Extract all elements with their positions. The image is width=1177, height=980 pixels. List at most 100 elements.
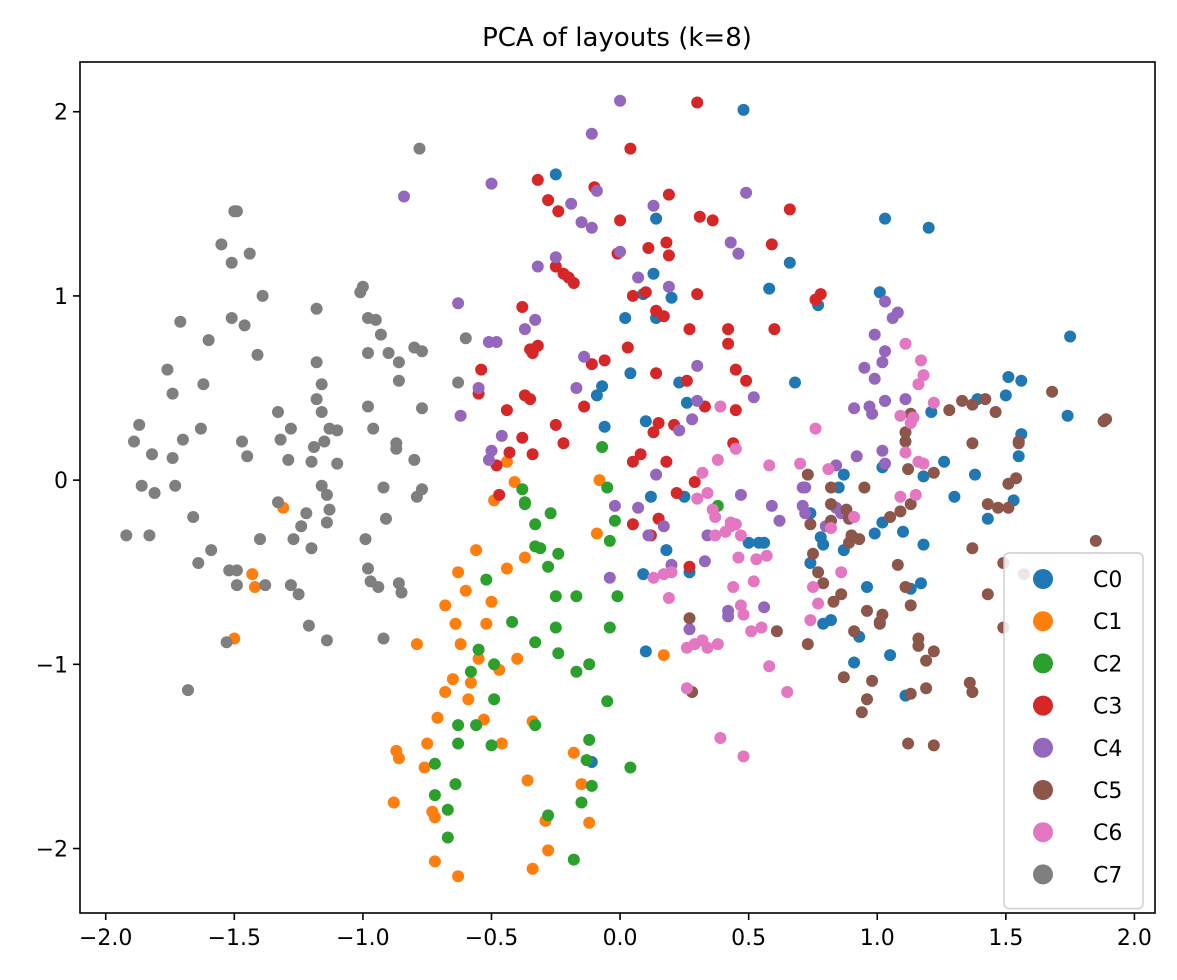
scatter-point-c6 [724,520,737,533]
scatter-point-c1 [459,584,472,597]
scatter-point-c3 [706,214,719,227]
legend-label-c7: C7 [1093,863,1122,888]
scatter-point-c7 [176,433,189,446]
scatter-point-c3 [765,238,778,251]
scatter-point-c3 [722,337,735,350]
scatter-point-c3 [626,455,639,468]
scatter-point-c1 [657,649,670,662]
scatter-point-c2 [570,590,583,603]
scatter-point-c6 [809,422,822,435]
scatter-point-c4 [765,499,778,512]
scatter-point-c0 [999,389,1012,402]
scatter-point-c7 [362,347,374,359]
scatter-point-c7 [284,422,297,435]
scatter-point-c7 [282,453,295,466]
scatter-point-c5 [927,645,940,658]
scatter-point-c1 [518,551,531,564]
scatter-point-c7 [416,483,428,496]
legend-label-c3: C3 [1093,695,1122,720]
scatter-point-c0 [817,617,830,630]
scatter-point-c3 [660,236,673,249]
legend-frame [1003,552,1144,910]
scatter-point-c0 [758,536,771,549]
scatter-point-c0 [598,420,611,433]
scatter-point-c1 [590,527,603,540]
scatter-point-c5 [804,518,817,531]
scatter-point-c5 [801,468,814,481]
scatter-point-c3 [657,310,670,323]
scatter-point-c5 [835,588,848,601]
scatter-point-c4 [773,514,786,527]
scatter-point-c2 [441,831,454,844]
scatter-point-c4 [698,555,711,568]
scatter-point-c4 [608,499,621,512]
legend-marker-c5 [1033,780,1053,800]
scatter-point-c0 [650,212,663,225]
scatter-point-c7 [287,533,300,546]
scatter-point-c7 [272,406,284,418]
scatter-point-c3 [683,323,696,336]
scatter-point-c6 [915,354,927,367]
scatter-point-c5 [966,398,979,411]
y-tick-label: 2 [54,101,68,126]
scatter-point-c5 [827,595,840,608]
scatter-point-c6 [737,608,750,621]
scatter-point-c3 [783,203,796,216]
scatter-point-c1 [542,844,555,857]
scatter-point-c7 [362,562,374,575]
x-tick-label: 0.0 [603,926,638,951]
scatter-point-c4 [485,177,498,190]
scatter-point-c0 [837,468,850,481]
scatter-point-c7 [197,378,210,391]
scatter-point-c5 [853,533,866,546]
x-tick-label: −1.0 [336,926,389,951]
scatter-point-c1 [248,581,261,593]
scatter-point-c7 [367,422,380,435]
scatter-point-c6 [714,400,727,413]
scatter-point-c5 [979,393,992,406]
scatter-point-c3 [729,404,742,417]
scatter-point-c6 [647,571,660,584]
scatter-point-c3 [552,205,565,218]
scatter-point-c0 [1061,409,1074,422]
scatter-point-c1 [526,862,539,875]
scatter-point-c4 [691,394,704,407]
scatter-point-c7 [323,503,336,516]
scatter-point-c3 [722,323,735,336]
scatter-point-c5 [981,588,994,601]
scatter-point-c3 [626,289,639,302]
scatter-point-c0 [596,380,609,393]
scatter-point-c4 [657,520,670,533]
scatter-point-c5 [920,654,933,667]
scatter-point-c2 [472,643,485,656]
scatter-point-c2 [485,739,498,752]
scatter-point-c7 [220,636,233,649]
scatter-point-c5 [904,687,917,700]
scatter-point-c7 [362,400,374,413]
scatter-point-c7 [320,488,333,501]
scatter-point-c1 [392,752,405,765]
scatter-point-c7 [243,247,256,260]
scatter-point-c3 [500,404,513,417]
scatter-point-c7 [166,387,179,400]
scatter-point-c7 [182,684,194,697]
scatter-point-c4 [452,297,465,310]
scatter-point-c5 [807,547,819,560]
scatter-point-c7 [230,564,243,577]
scatter-point-c5 [899,426,912,439]
scatter-point-c5 [855,706,868,719]
scatter-point-c2 [529,518,542,531]
scatter-point-c7 [310,356,323,369]
scatter-point-c7 [380,512,392,525]
scatter-point-c1 [500,562,513,575]
scatter-point-c4 [732,247,745,260]
scatter-point-c2 [516,483,529,496]
scatter-point-c0 [917,538,930,551]
scatter-point-c6 [899,337,912,350]
scatter-point-c1 [480,617,493,630]
scatter-point-c7 [315,479,328,492]
scatter-point-c5 [840,503,853,516]
scatter-point-c6 [662,592,675,604]
x-tick-label: −1.5 [208,926,261,951]
scatter-point-c7 [374,328,387,341]
